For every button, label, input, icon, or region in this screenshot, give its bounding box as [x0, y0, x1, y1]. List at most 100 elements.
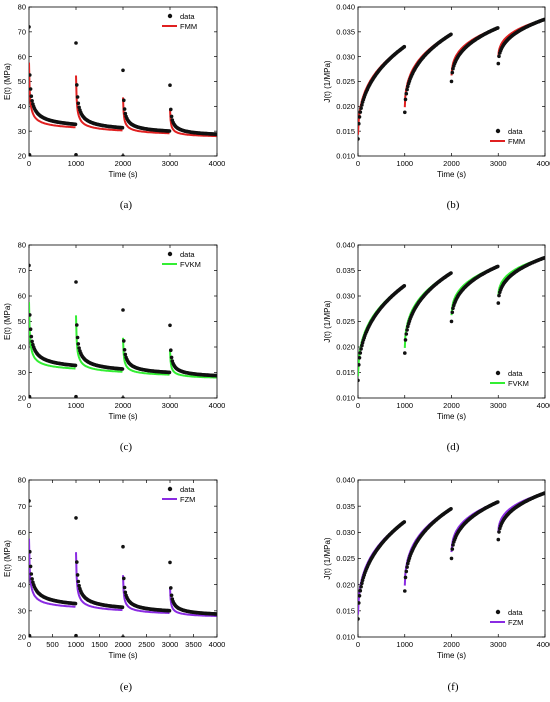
legend-label-fit: FVKM [508, 379, 529, 388]
y-tick-label: 20 [18, 394, 26, 403]
chart-panel-a: 0 1000 2000 3000 4000 20 30 40 50 60 70 80 Time (s) E… [3, 3, 225, 211]
data-point [29, 564, 33, 569]
data-point [75, 95, 80, 99]
data-point [30, 99, 34, 103]
plot-area [358, 17, 545, 141]
y-tick-label: 0.025 [336, 77, 355, 86]
data-point [214, 373, 217, 378]
chart-panel-d: 0 1000 2000 3000 4000 0.010 0.015 0.020 0.025 0.0… [323, 241, 550, 453]
data-point [123, 590, 128, 595]
data-point [122, 576, 126, 581]
data-point [358, 588, 363, 593]
data-point [75, 83, 79, 87]
legend-label-fit: FZM [180, 495, 195, 504]
data-point [169, 355, 174, 360]
fit-curve-segment [497, 18, 545, 57]
y-axis-label: J(t) (1/MPa) [323, 537, 332, 580]
y-tick-label: 0.025 [336, 317, 355, 326]
data-point [74, 41, 78, 45]
legend-marker-data [495, 128, 501, 134]
panel-caption: (e) [120, 681, 133, 693]
y-tick-label: 50 [18, 77, 26, 86]
y-tick-label: 0.015 [336, 127, 355, 136]
fit-curve-segment [169, 587, 217, 617]
x-axis-label: Time (s) [108, 170, 137, 179]
data-point [496, 26, 500, 30]
data-point-outlier [74, 633, 78, 637]
data-point [75, 573, 80, 577]
x-axis-label: Time (s) [437, 170, 466, 179]
y-tick-label: 40 [18, 102, 26, 111]
data-point [449, 319, 454, 324]
fit-curve-segment [450, 501, 499, 553]
x-tick-label: 0 [27, 401, 31, 410]
y-axis-label: E(t) (MPa) [3, 63, 12, 100]
data-point [449, 556, 454, 561]
y-tick-label: 40 [18, 343, 26, 352]
legend-label-fit: FMM [508, 137, 525, 146]
y-tick-label: 0.010 [336, 152, 355, 161]
y-tick-label: 0.035 [336, 266, 355, 275]
data-point [169, 114, 174, 119]
fit-curve-segment [450, 265, 499, 316]
y-axis-label: E(t) (MPa) [3, 303, 12, 340]
x-tick-label: 3000 [162, 401, 179, 410]
data-point [168, 560, 172, 565]
data-point [29, 334, 34, 339]
x-tick-label: 2000 [115, 401, 132, 410]
data-point [74, 516, 78, 520]
data-point [122, 107, 127, 111]
fit-curve-segment [29, 538, 76, 608]
data-point [450, 310, 455, 315]
data-point [406, 324, 410, 329]
data-point [29, 25, 31, 29]
data-point [167, 129, 172, 133]
data-point [404, 91, 409, 96]
y-axis-label: E(t) (MPa) [3, 540, 12, 577]
plot-area [358, 256, 545, 383]
y-tick-label: 60 [18, 528, 26, 537]
data-point [76, 579, 81, 584]
y-tick-label: 0.030 [336, 52, 355, 61]
fit-curve-segment [122, 337, 170, 376]
data-point [168, 323, 172, 328]
data-point-outlier [121, 635, 125, 637]
y-tick-label: 50 [18, 554, 26, 563]
x-tick-label: 4000 [209, 401, 226, 410]
y-tick-label: 0.035 [336, 27, 355, 36]
data-point-outlier [29, 153, 32, 156]
data-point [403, 575, 408, 580]
data-point-outlier [121, 154, 125, 156]
plot-area [29, 499, 217, 637]
data-point [76, 101, 81, 106]
data-point [403, 110, 407, 115]
data-point [449, 79, 454, 84]
y-tick-label: 20 [18, 152, 26, 161]
x-tick-label: 1000 [68, 640, 85, 649]
fit-curve-segment [403, 33, 452, 108]
y-tick-label: 70 [18, 502, 26, 511]
y-tick-label: 0.030 [336, 292, 355, 301]
data-point [542, 256, 545, 260]
data-point [214, 612, 217, 616]
x-tick-label: 4000 [537, 159, 550, 168]
y-axis-label: J(t) (1/MPa) [323, 300, 332, 343]
y-tick-label: 0.020 [336, 102, 355, 111]
data-point [358, 617, 360, 621]
data-point [77, 583, 81, 588]
data-point [496, 301, 501, 305]
chart-panel-e: 0 500 1000 1500 2000 2500 3000 3500 4000 20 30 40 50… [3, 476, 225, 693]
data-point [167, 370, 172, 375]
panel-caption: (b) [447, 199, 460, 211]
legend-label-data: data [508, 608, 523, 617]
x-tick-label: 3000 [162, 159, 179, 168]
x-tick-label: 3000 [490, 159, 507, 168]
x-tick-label: 3000 [490, 401, 507, 410]
x-tick-label: 0 [27, 159, 31, 168]
y-tick-label: 30 [18, 606, 26, 615]
data-point [73, 122, 78, 127]
legend-label-data: data [180, 250, 195, 259]
data-point [497, 293, 501, 298]
data-point [169, 348, 173, 353]
